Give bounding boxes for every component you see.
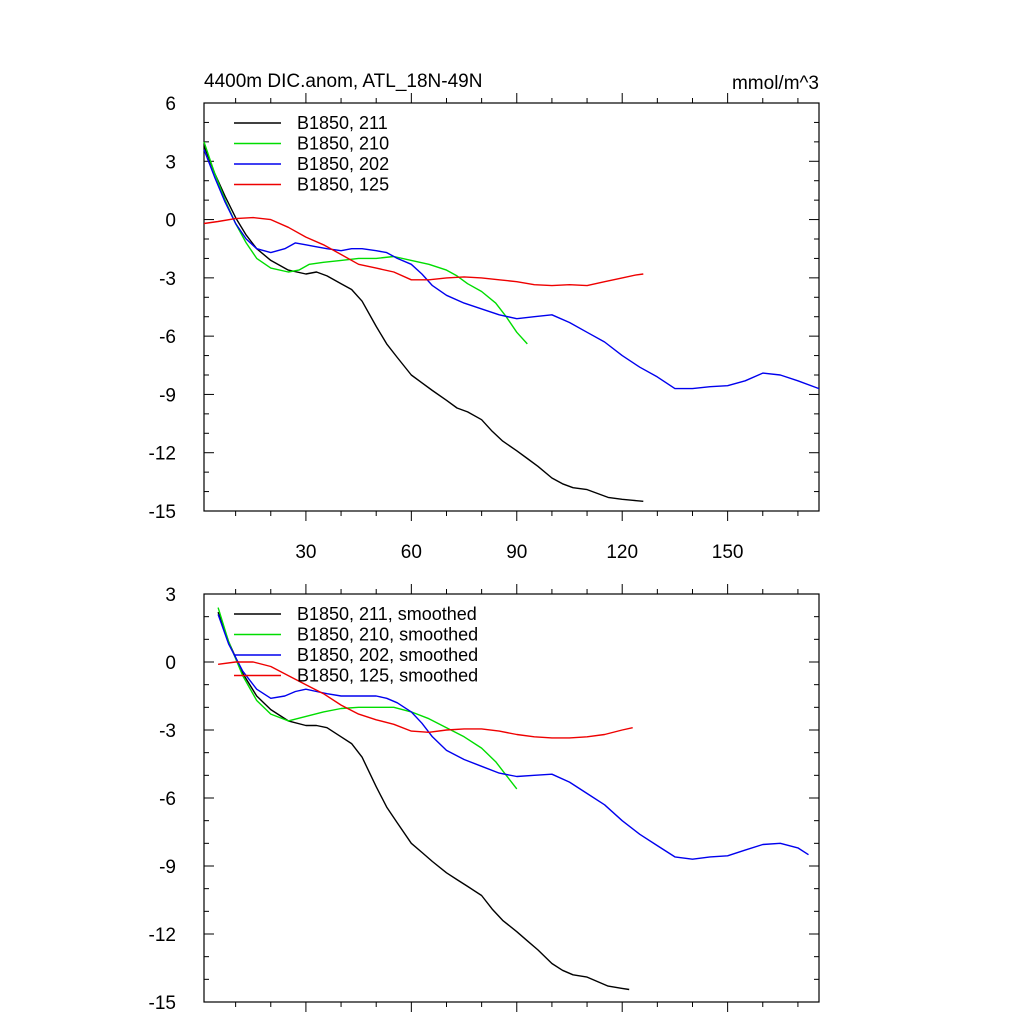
y-tick-label: -9 [159,857,176,878]
plot-frame [203,102,820,512]
y-tick-label: -12 [149,444,176,465]
chart-title: 4400m DIC.anom, ATL_18N-49N [204,71,482,92]
x-tick-label: 60 [401,542,422,563]
legend-label: B1850, 210 [297,134,389,154]
legend-label: B1850, 211, smoothed [297,604,477,624]
legend-label: B1850, 210, smoothed [297,625,478,645]
series-line-3 [203,149,820,390]
y-tick-label: -3 [159,269,176,290]
y-tick-label: -15 [149,502,176,523]
x-tick-label: 120 [606,542,638,563]
legend-label: B1850, 211 [297,113,388,133]
y-tick-label: -3 [159,721,176,742]
y-tick-label: 0 [165,211,176,232]
series-line-4 [203,216,644,287]
y-tick-label: 3 [165,152,176,173]
y-tick-label: -6 [159,327,176,348]
y-tick-label: -12 [149,925,176,946]
series-line-2 [203,141,528,345]
series-line-1 [203,145,644,502]
y-tick-label: 0 [165,653,176,674]
series-line-2 [217,607,518,790]
y-tick-label: 3 [165,585,176,606]
y-tick-label: -6 [159,789,176,810]
units-label: mmol/m^3 [732,73,819,94]
y-tick-label: -9 [159,385,176,406]
legend-label: B1850, 202 [297,154,389,174]
y-tick-label: -15 [149,993,176,1014]
series-line-1 [217,611,630,991]
x-tick-label: 90 [506,542,527,563]
x-tick-label: 150 [712,542,744,563]
top-panel: 4400m DIC.anom, ATL_18N-49N mmol/m^3630-3… [149,71,820,563]
series-line-3 [217,614,809,860]
x-tick-label: 30 [295,542,316,563]
legend-label: B1850, 202, smoothed [297,645,478,665]
legend-label: B1850, 125 [297,175,389,195]
series-line-4 [218,661,633,739]
y-tick-label: 6 [165,94,176,115]
legend-label: B1850, 125, smoothed [297,666,478,686]
